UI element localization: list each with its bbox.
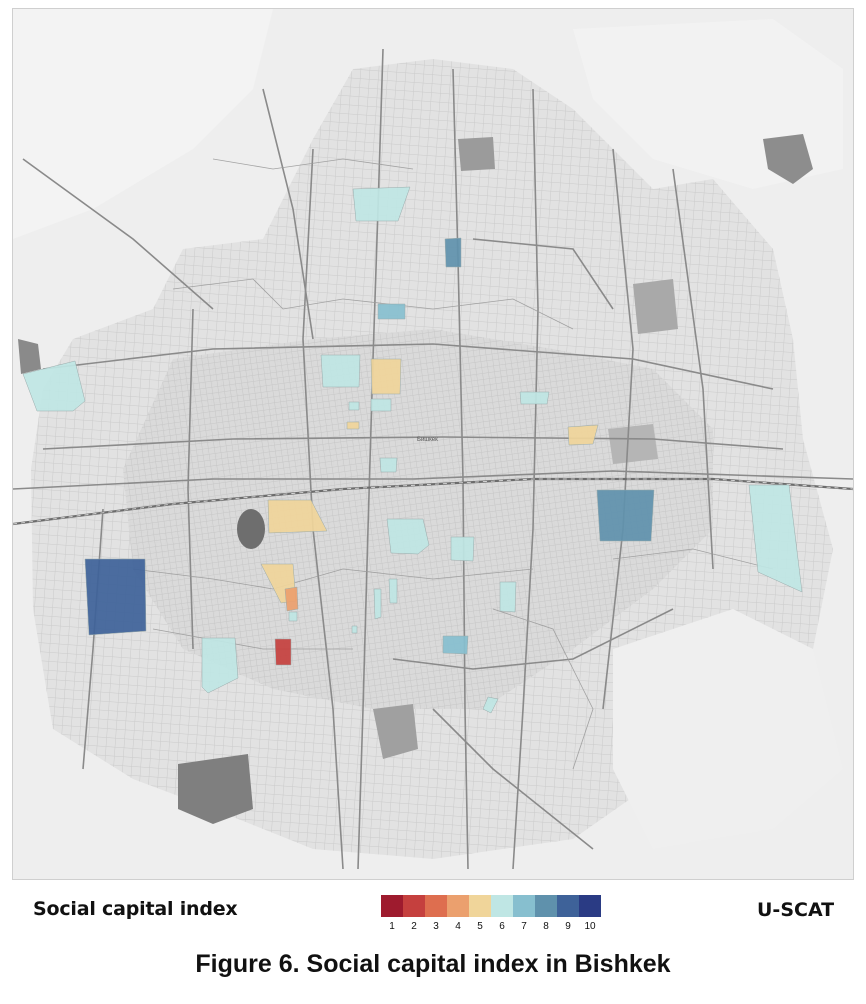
district-south-blue[interactable] — [442, 635, 469, 655]
district-far-east[interactable] — [748, 484, 803, 593]
district-center-small-3[interactable] — [348, 401, 360, 411]
district-east-small[interactable] — [519, 391, 550, 405]
district-north-upper[interactable] — [352, 186, 411, 222]
open-land-east — [613, 609, 843, 849]
district-south-east-small[interactable] — [482, 696, 499, 714]
dark-area-5 — [373, 704, 418, 759]
district-south-tiny-2[interactable] — [351, 625, 358, 634]
legend-swatch-1 — [381, 895, 403, 917]
district-south-tiny-1[interactable] — [388, 578, 398, 604]
stadium — [237, 509, 265, 549]
legend-tick-9: 9 — [565, 921, 571, 932]
dark-area-4 — [18, 339, 41, 374]
district-center-north-left[interactable] — [320, 354, 361, 388]
dark-area-1 — [763, 134, 813, 184]
legend-tick-8: 8 — [543, 921, 549, 932]
road-network — [13, 48, 853, 870]
legend-swatch-9 — [557, 895, 579, 917]
legend-swatch-7 — [513, 895, 535, 917]
legend-tick-3: 3 — [433, 921, 439, 932]
legend-swatch-6 — [491, 895, 513, 917]
open-land-northwest — [13, 9, 273, 239]
district-west-orange[interactable] — [267, 499, 328, 534]
legend-row: Social capital index 1 2 3 4 5 6 7 8 9 10 U-SCAT — [0, 878, 866, 938]
city-map[interactable]: Бишкек — [12, 8, 854, 880]
district-south-center-small[interactable] — [373, 588, 382, 620]
district-southwest-small-orange[interactable] — [284, 586, 299, 612]
brand-logo-text: U-SCAT — [757, 899, 835, 921]
legend-tick-4: 4 — [455, 921, 461, 932]
dark-area-2 — [178, 754, 253, 824]
legend-tick-2: 2 — [411, 921, 417, 932]
legend-swatch-5 — [469, 895, 491, 917]
district-center-mid[interactable] — [379, 457, 398, 473]
dark-area-6 — [608, 424, 658, 464]
legend-tick-10: 10 — [584, 921, 596, 932]
figure-caption: Figure 6. Social capital index in Bishke… — [195, 950, 671, 978]
district-center-north-right[interactable] — [370, 358, 402, 395]
legend-swatch-3 — [425, 895, 447, 917]
legend-tick-5: 5 — [477, 921, 483, 932]
city-label: Бишкек — [417, 437, 438, 443]
district-south-small[interactable] — [450, 536, 475, 562]
legend-tick-1: 1 — [389, 921, 395, 932]
legend-ticks: 1 2 3 4 5 6 7 8 9 10 — [381, 921, 601, 932]
district-east-large-blue[interactable] — [596, 489, 655, 542]
district-center-small-2[interactable] — [346, 421, 360, 430]
legend-swatches — [381, 895, 601, 917]
district-north-center-blue[interactable] — [377, 303, 406, 320]
legend-scale: 1 2 3 4 5 6 7 8 9 10 — [381, 895, 601, 932]
legend-swatch-2 — [403, 895, 425, 917]
legend-swatch-8 — [535, 895, 557, 917]
district-southwest-teal[interactable] — [201, 637, 239, 694]
district-borders — [132, 158, 774, 770]
legend-tick-6: 6 — [499, 921, 505, 932]
dark-area-3 — [458, 137, 495, 171]
legend-swatch-4 — [447, 895, 469, 917]
district-west-edge[interactable] — [22, 360, 86, 412]
district-north-blue[interactable] — [444, 237, 462, 268]
district-southwest-small-teal[interactable] — [288, 611, 298, 622]
district-east-orange[interactable] — [567, 424, 599, 446]
district-center-small-1[interactable] — [370, 398, 392, 412]
dark-area-7 — [633, 279, 678, 334]
district-layer — [22, 186, 803, 714]
legend-tick-7: 7 — [521, 921, 527, 932]
district-west-large-blue[interactable] — [84, 558, 147, 636]
district-south-center-teal[interactable] — [499, 581, 517, 613]
legend-swatch-10 — [579, 895, 601, 917]
district-center-south[interactable] — [386, 518, 430, 555]
district-southwest-red[interactable] — [274, 638, 292, 666]
legend-title: Social capital index — [33, 898, 238, 920]
